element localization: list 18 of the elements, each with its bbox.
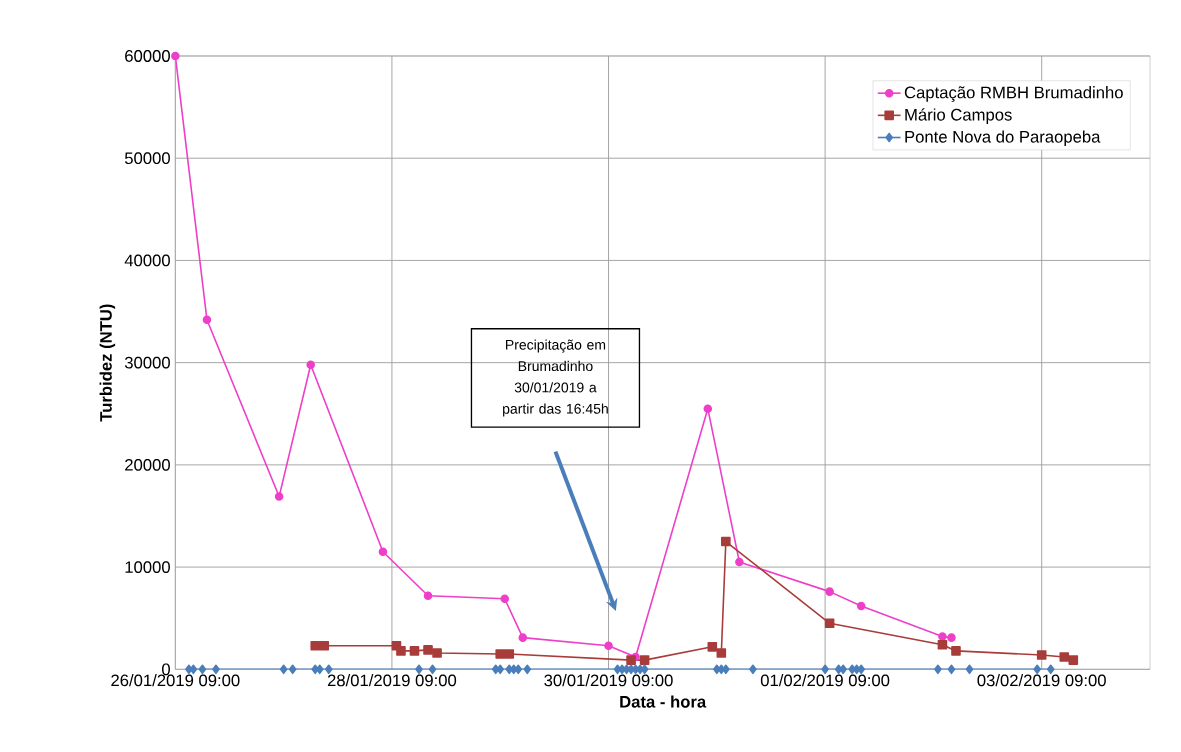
y-axis-title: Turbidez (NTU) xyxy=(99,304,116,422)
x-axis-title: Data - hora xyxy=(620,695,707,708)
x-tick-label: 26/01/2019 09:00 xyxy=(111,674,240,687)
y-tick-label: 20000 xyxy=(125,458,170,471)
annotation: Precipitação em Brumadinho 30/01/2019 a partir das 16:45h xyxy=(503,339,608,417)
y-tick-label: 0 xyxy=(162,663,170,676)
x-tick-label: 01/02/2019 09:00 xyxy=(760,674,890,687)
y-tick-label: 50000 xyxy=(124,152,170,165)
x-tick-label: 28/01/2019 09:00 xyxy=(327,674,457,687)
y-tick-label: 60000 xyxy=(125,50,170,62)
y-tick-label: 30000 xyxy=(124,356,170,369)
x-tick-label: 03/02/2019 09:00 xyxy=(977,674,1106,687)
y-tick-label: 40000 xyxy=(124,254,170,267)
legend-label: Mário Campos xyxy=(905,108,1012,124)
y-tick-label: 10000 xyxy=(125,561,170,573)
legend-label: Captação RMBH Brumadinho xyxy=(904,86,1123,102)
legend-label: Ponte Nova do Paraopeba xyxy=(905,130,1101,146)
x-tick-label: 30/01/2019 09:00 xyxy=(544,674,673,687)
